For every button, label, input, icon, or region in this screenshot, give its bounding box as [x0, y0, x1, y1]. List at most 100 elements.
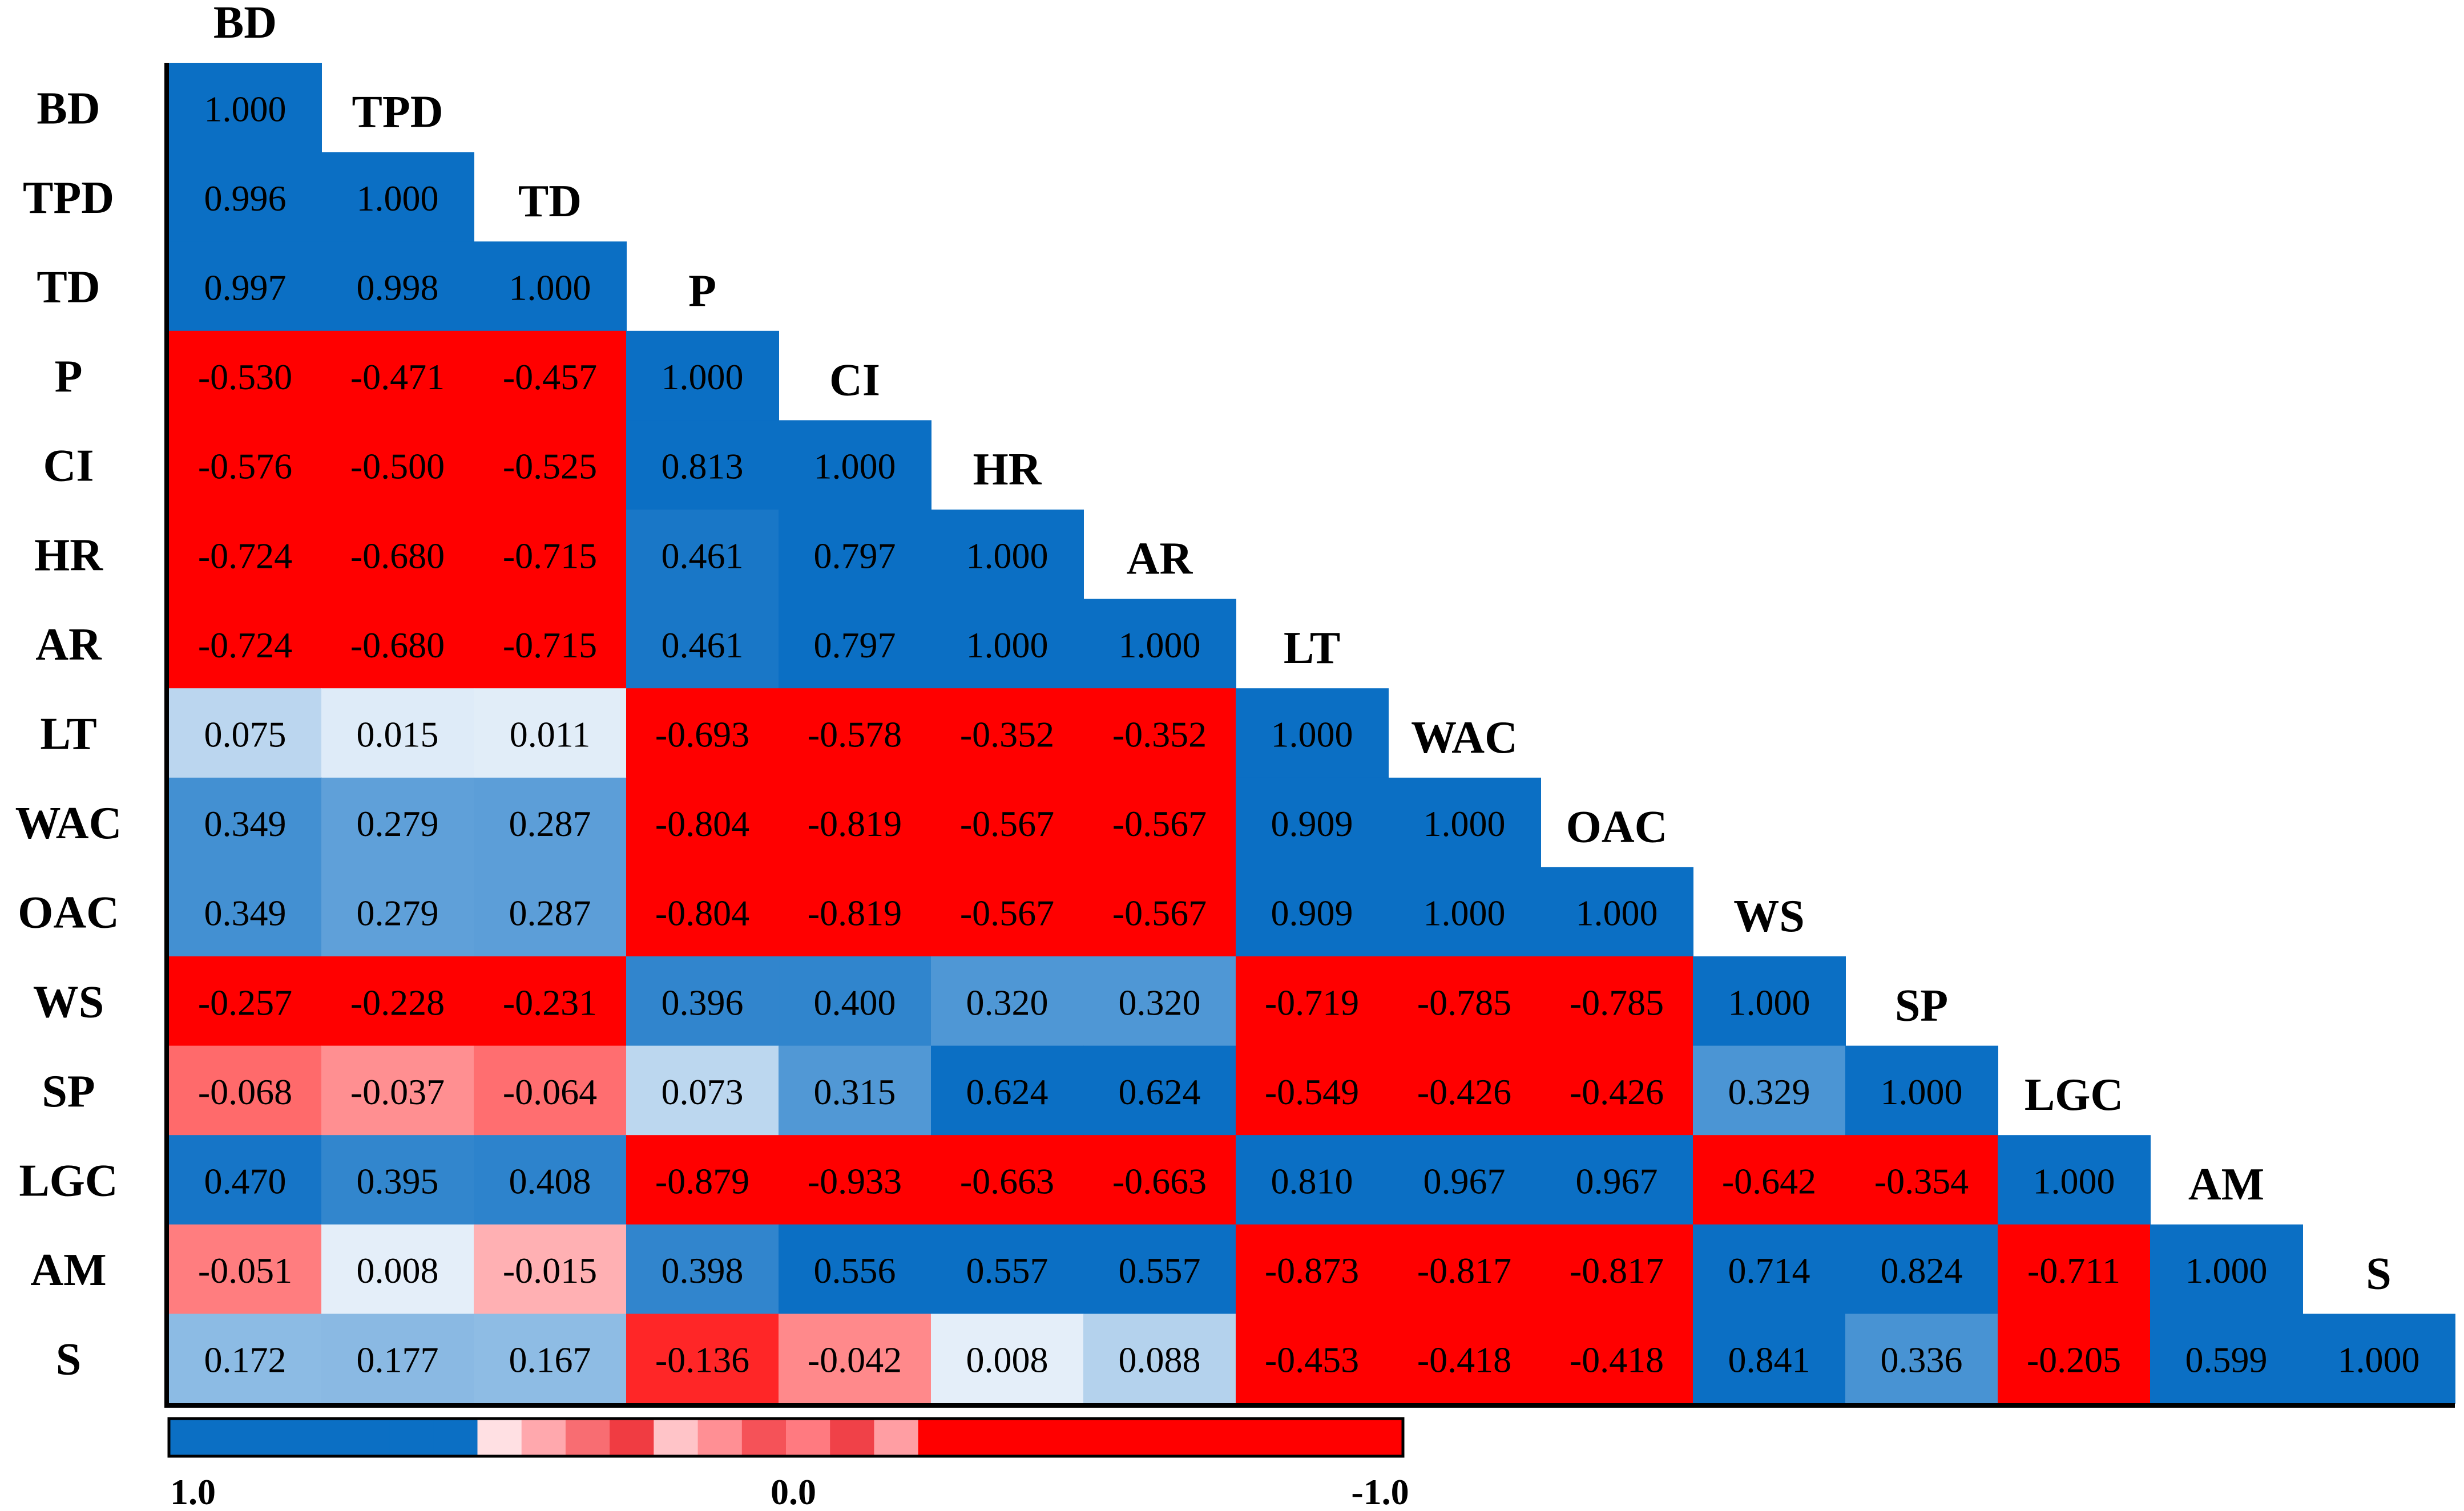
- value-label: -0.724: [198, 625, 292, 665]
- value-label: 0.909: [1271, 893, 1353, 934]
- cell-tpd-bd: [169, 152, 322, 243]
- colorbar-segment: [521, 1419, 566, 1456]
- value-label: 0.909: [1271, 803, 1353, 844]
- cell-lt-lt: [1236, 688, 1389, 778]
- cell-ar-tpd: [321, 599, 474, 689]
- value-label: 0.177: [357, 1340, 439, 1380]
- cell-am-bd: [169, 1224, 322, 1315]
- cell-td-bd: [169, 241, 322, 332]
- value-label: -0.525: [503, 446, 597, 487]
- cell-lgc-tpd: [321, 1135, 474, 1225]
- value-label: -0.663: [960, 1161, 1054, 1202]
- cell-ws-p: [626, 956, 779, 1047]
- cell-s-sp: [1845, 1314, 1998, 1404]
- value-label: 0.395: [357, 1161, 439, 1202]
- value-label: -0.136: [655, 1340, 749, 1380]
- value-label: 0.967: [1423, 1161, 1506, 1202]
- cell-sp-lt: [1236, 1045, 1389, 1136]
- cell-s-oac: [1540, 1314, 1693, 1404]
- cell-wac-p: [626, 777, 779, 868]
- colorbar-segment: [433, 1419, 478, 1456]
- row-label-lt: LT: [40, 709, 96, 759]
- value-label: -0.879: [655, 1161, 749, 1202]
- cell-ar-hr: [931, 599, 1084, 689]
- cell-s-s: [2302, 1314, 2455, 1404]
- cell-ar-ci: [779, 599, 931, 689]
- cell-sp-wac: [1388, 1045, 1541, 1136]
- colorbar-segment: [389, 1419, 434, 1456]
- value-label: 0.167: [509, 1340, 591, 1380]
- cell-s-wac: [1388, 1314, 1541, 1404]
- cell-wac-td: [474, 777, 627, 868]
- cell-lgc-ws: [1693, 1135, 1846, 1225]
- cell-am-oac: [1540, 1224, 1693, 1315]
- cell-am-wac: [1388, 1224, 1541, 1315]
- value-label: -0.228: [350, 982, 445, 1023]
- cell-s-p: [626, 1314, 779, 1404]
- colorbar-segment: [477, 1419, 522, 1456]
- value-label: -0.873: [1265, 1250, 1359, 1291]
- colorbar: 1.0 0.0 -1.0: [167, 1417, 1409, 1511]
- value-label: -0.785: [1570, 982, 1664, 1023]
- cell-s-td: [474, 1314, 627, 1404]
- cell-lgc-lt: [1236, 1135, 1389, 1225]
- cell-lgc-p: [626, 1135, 779, 1225]
- value-label: 1.000: [1423, 803, 1506, 844]
- column-label-ws: WS: [1733, 891, 1805, 942]
- cell-lt-td: [474, 688, 627, 778]
- cell-p-td: [474, 330, 627, 421]
- cell-oac-oac: [1540, 867, 1693, 957]
- value-label: -0.205: [2027, 1340, 2121, 1380]
- value-label: 1.000: [2185, 1250, 2268, 1291]
- value-label: 0.841: [1728, 1340, 1810, 1380]
- cell-ci-ci: [779, 420, 931, 510]
- value-label: 0.557: [966, 1250, 1048, 1291]
- colorbar-segment: [565, 1419, 611, 1456]
- value-label: -0.418: [1570, 1340, 1664, 1380]
- cell-ci-td: [474, 420, 627, 510]
- value-label: 1.000: [1576, 893, 1658, 934]
- cell-td-td: [474, 241, 627, 332]
- colorbar-segment: [786, 1419, 831, 1456]
- value-label: -0.500: [350, 446, 445, 487]
- value-label: 0.797: [814, 625, 896, 665]
- cell-sp-ci: [779, 1045, 931, 1136]
- colorbar-segment: [830, 1419, 875, 1456]
- value-label: 0.315: [814, 1072, 896, 1112]
- colorbar-segment: [697, 1419, 743, 1456]
- cell-sp-tpd: [321, 1045, 474, 1136]
- value-label: 0.073: [662, 1072, 744, 1112]
- cell-s-lt: [1236, 1314, 1389, 1404]
- cell-oac-lt: [1236, 867, 1389, 957]
- value-label: -0.567: [960, 893, 1054, 934]
- cell-am-tpd: [321, 1224, 474, 1315]
- colorbar-segment: [213, 1419, 258, 1456]
- column-labels: BD TPD TD P CI HR AR LT WAC OAC WS SP LGC AM S: [213, 0, 2392, 1299]
- cell-sp-bd: [169, 1045, 322, 1136]
- column-label-lt: LT: [1284, 623, 1340, 673]
- value-label: 0.075: [204, 714, 287, 755]
- colorbar-segment: [741, 1419, 787, 1456]
- column-label-sp: SP: [1895, 981, 1948, 1031]
- value-label: 0.336: [1881, 1340, 1963, 1380]
- colorbar-segment: [962, 1419, 1007, 1456]
- cell-lgc-ar: [1083, 1135, 1236, 1225]
- value-label: -0.680: [350, 625, 445, 665]
- value-label: 1.000: [814, 446, 896, 487]
- row-label-ar: AR: [35, 620, 102, 670]
- value-label: -0.354: [1874, 1161, 1969, 1202]
- cell-am-p: [626, 1224, 779, 1315]
- cell-lgc-hr: [931, 1135, 1084, 1225]
- value-label: 1.000: [2033, 1161, 2115, 1202]
- value-label: 1.000: [2338, 1340, 2420, 1380]
- cell-am-sp: [1845, 1224, 1998, 1315]
- cell-am-hr: [931, 1224, 1084, 1315]
- value-label: 0.396: [662, 982, 744, 1023]
- cell-tpd-tpd: [321, 152, 474, 243]
- value-label: 0.997: [204, 268, 287, 308]
- row-label-am: AM: [30, 1245, 106, 1295]
- cell-lgc-td: [474, 1135, 627, 1225]
- cell-am-ws: [1693, 1224, 1846, 1315]
- column-label-bd: BD: [213, 0, 277, 48]
- value-label: 0.599: [2185, 1340, 2268, 1380]
